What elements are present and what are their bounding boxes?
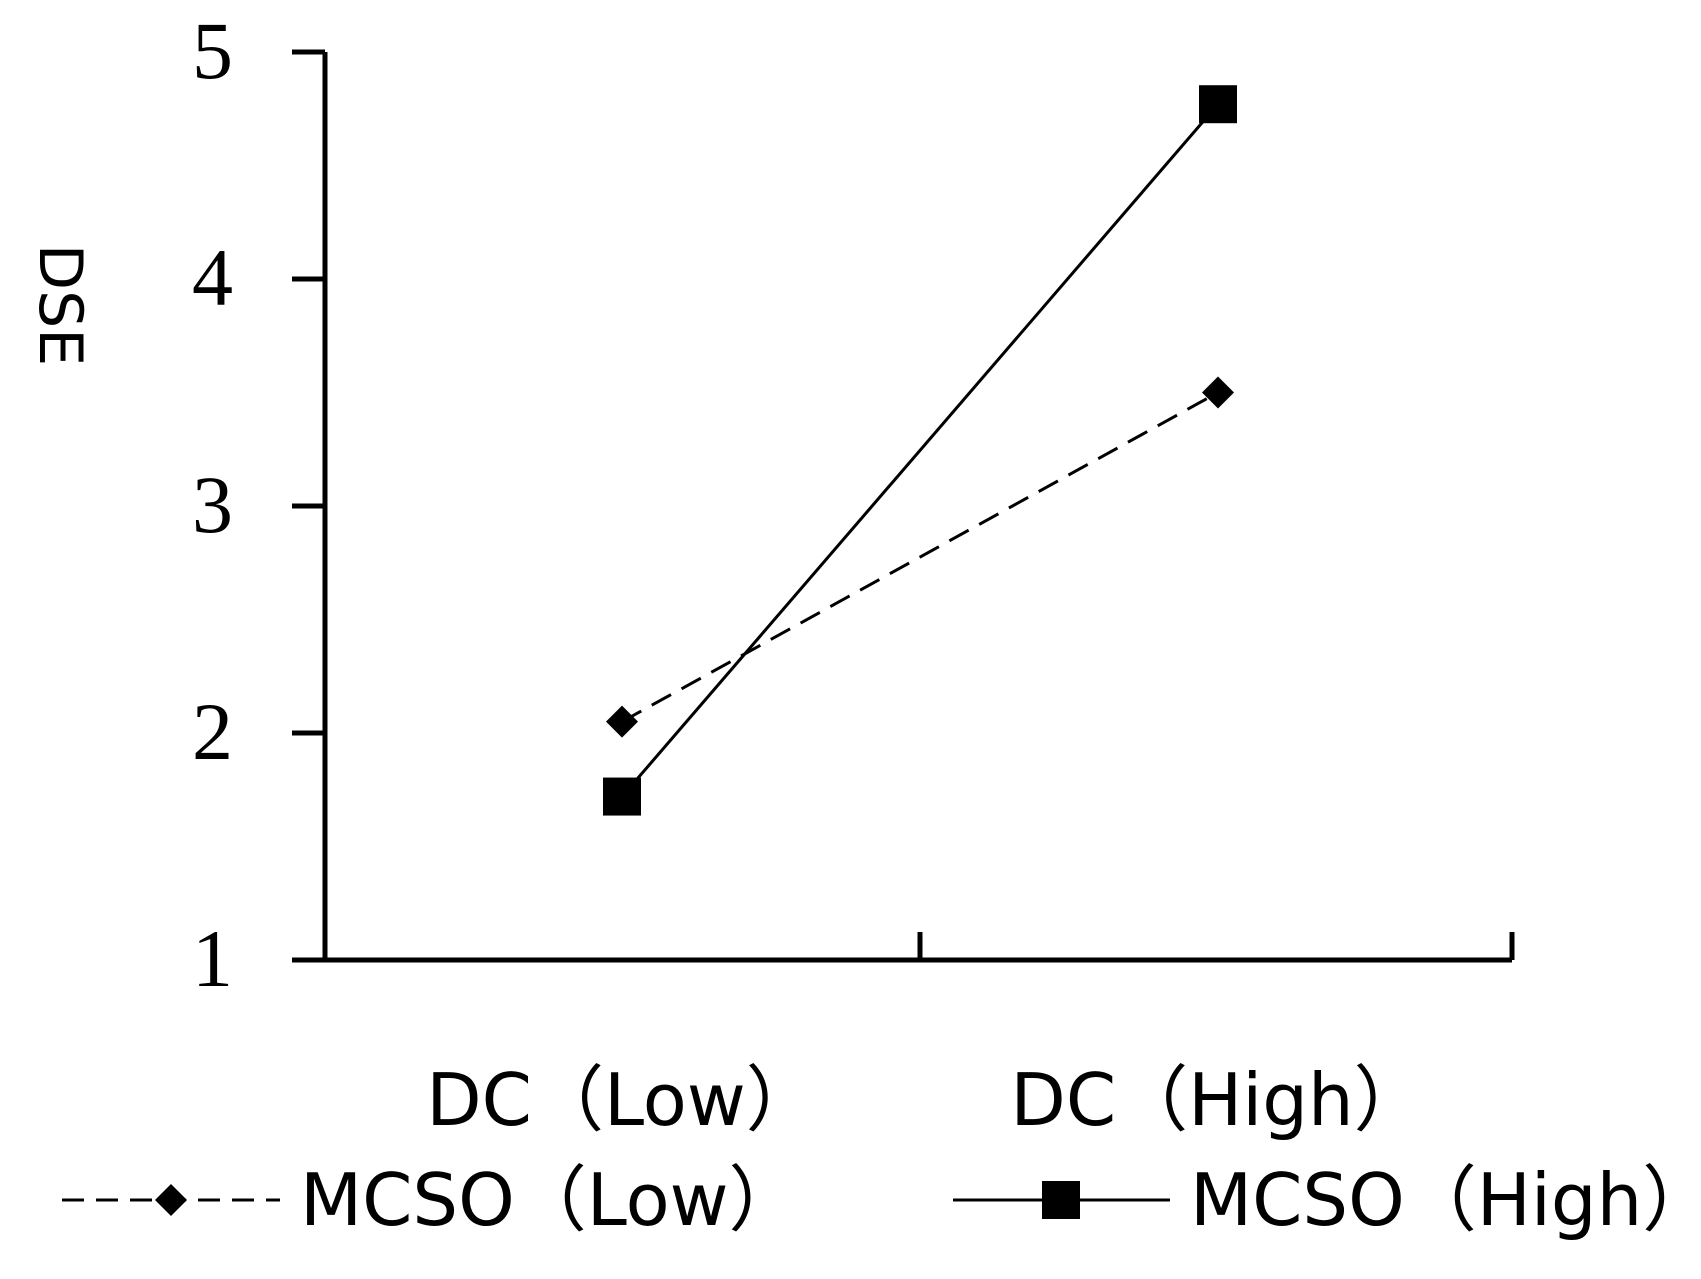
square-marker (603, 777, 641, 816)
y-tick-label: 3 (192, 459, 233, 550)
legend-label: MCSO（Low） (300, 1158, 801, 1242)
category-labels: DC（Low） DC（High） (426, 1058, 1425, 1142)
diamond-marker (606, 705, 638, 738)
square-marker (1199, 85, 1237, 124)
x-category-label: DC（Low） (426, 1058, 818, 1142)
x-category-label: DC（High） (1010, 1058, 1425, 1142)
y-ticks: 1 2 3 4 5 (192, 5, 325, 1004)
y-tick-label: 1 (192, 913, 233, 1004)
series-group (603, 85, 1237, 816)
y-tick-label: 4 (192, 232, 233, 323)
legend: MCSO（Low） MCSO（High） (62, 1158, 1701, 1242)
y-tick-label: 2 (192, 686, 233, 777)
y-axis-label: DSE (25, 244, 95, 366)
axes (292, 52, 1515, 963)
diamond-marker (1202, 376, 1234, 409)
series-line (620, 103, 1220, 798)
series-line (621, 391, 1219, 723)
legend-square-marker (1042, 1181, 1080, 1219)
legend-label: MCSO（High） (1190, 1158, 1701, 1242)
legend-diamond-marker (155, 1184, 187, 1216)
y-tick-label: 5 (192, 5, 233, 96)
